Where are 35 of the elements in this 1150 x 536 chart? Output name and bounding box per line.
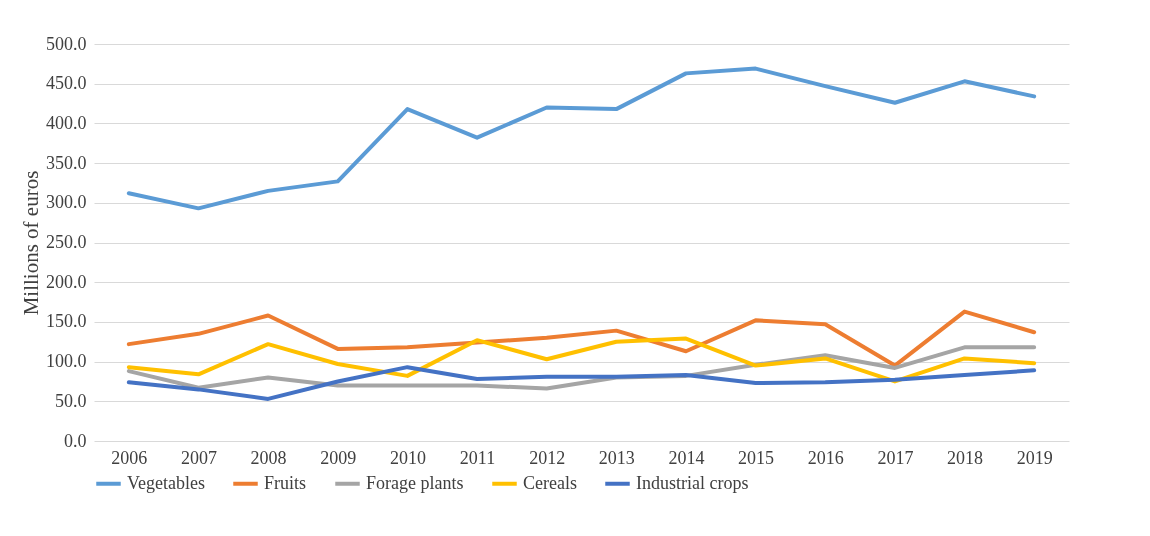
legend-label: Industrial crops xyxy=(636,472,749,493)
line-series xyxy=(126,66,1037,211)
x-tick-label: 2014 xyxy=(668,447,705,468)
legend-label: Vegetables xyxy=(127,472,205,493)
y-tick-label: 350.0 xyxy=(46,152,87,173)
y-tick-label: 250.0 xyxy=(46,232,87,252)
x-tick-label: 2006 xyxy=(111,447,148,468)
line-series xyxy=(126,336,1037,384)
y-tick-label: 300.0 xyxy=(46,192,87,213)
y-tick-label: 500.0 xyxy=(46,33,87,54)
legend-label: Fruits xyxy=(264,472,307,493)
x-tick-label: 2013 xyxy=(598,447,635,468)
x-tick-label: 2009 xyxy=(320,447,357,468)
y-tick-label: 100.0 xyxy=(46,351,87,372)
x-tick-label: 2018 xyxy=(947,447,984,468)
legend-label: Cereals xyxy=(523,472,577,493)
y-tick-label: 50.0 xyxy=(55,390,87,411)
legend-label: Forage plants xyxy=(366,472,464,493)
y-tick-label: 0.0 xyxy=(64,430,87,451)
y-axis-title: Millions of euros xyxy=(19,170,43,316)
x-tick-label: 2008 xyxy=(250,447,287,468)
line-series xyxy=(126,365,1037,401)
x-tick-label: 2017 xyxy=(877,447,914,468)
y-tick-label: 200.0 xyxy=(46,271,87,292)
x-tick-label: 2019 xyxy=(1016,447,1053,468)
y-tick-label: 450.0 xyxy=(46,73,87,94)
x-tick-label: 2011 xyxy=(459,447,496,468)
x-tick-label: 2012 xyxy=(529,447,566,468)
y-tick-label: 150.0 xyxy=(46,311,87,332)
x-tick-label: 2016 xyxy=(807,447,844,468)
y-tick-label: 400.0 xyxy=(46,112,87,133)
x-tick-label: 2010 xyxy=(389,447,426,468)
x-tick-label: 2015 xyxy=(738,447,775,468)
line-series xyxy=(126,309,1037,368)
x-tick-label: 2007 xyxy=(180,447,217,468)
